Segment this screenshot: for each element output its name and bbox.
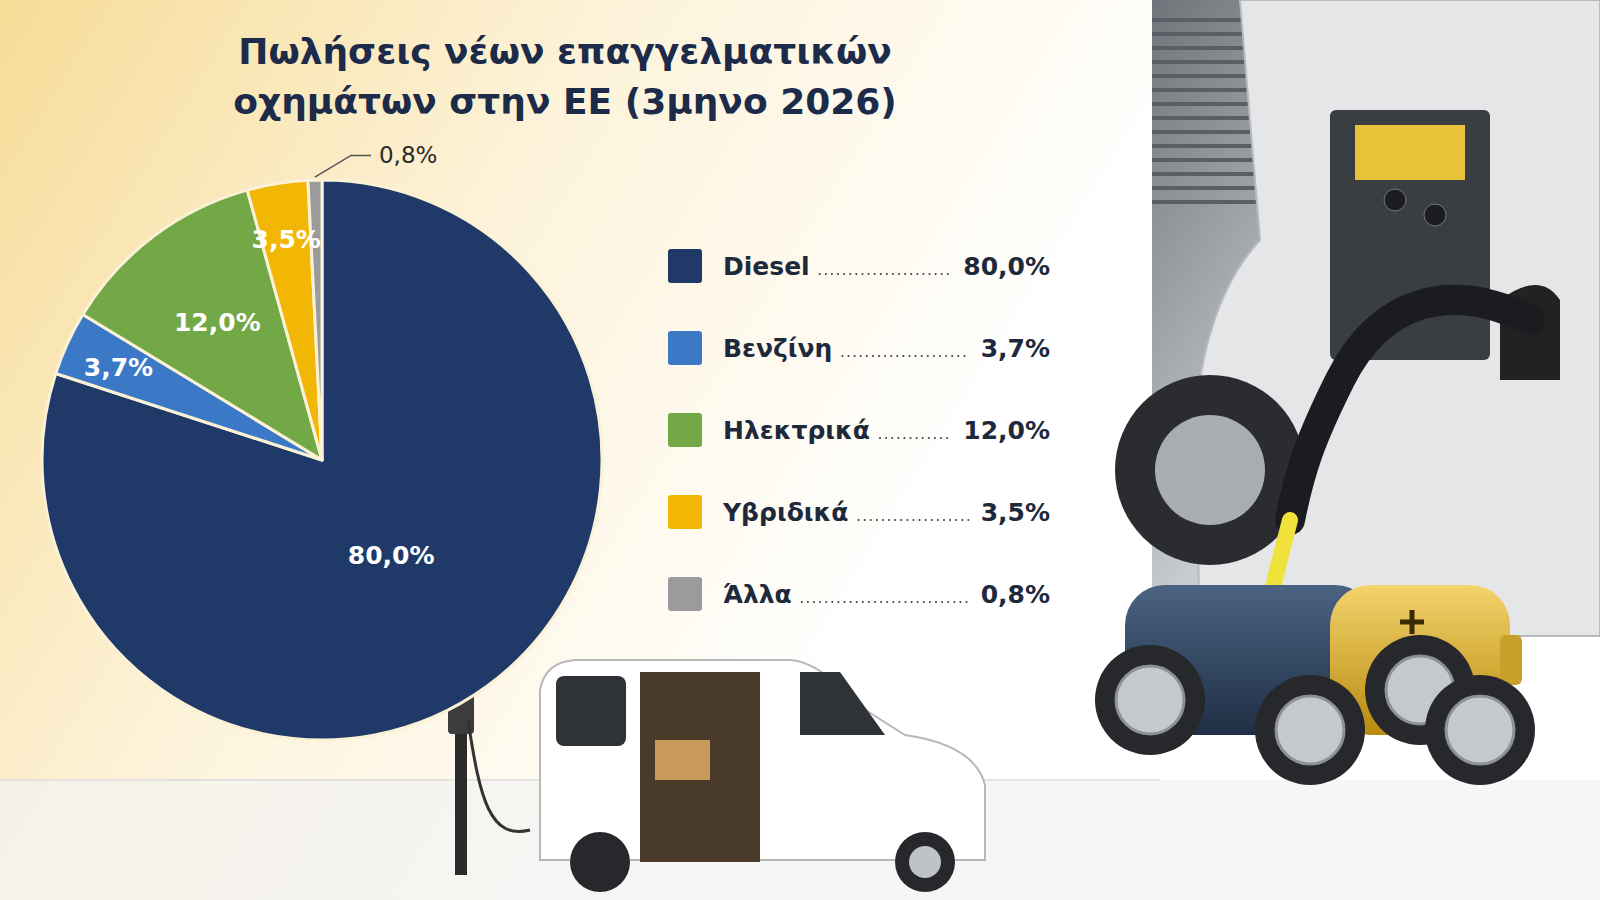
title-line: Πωλήσεις νέων επαγγελματικών [238,31,891,72]
leader-line [315,155,371,177]
legend-swatch [668,413,702,447]
legend-leader [842,355,968,357]
legend-value: 0,8% [981,580,1050,609]
rear-window [556,676,626,746]
pie-slice [308,180,322,460]
legend-label: Ηλεκτρικά [723,416,870,445]
data-label: 12,0% [174,308,261,337]
wheel [1425,675,1535,785]
legend-value: 80,0% [963,252,1050,281]
legend-swatch [668,495,702,529]
background [0,0,1600,900]
wheel [1115,375,1305,565]
charger-cable [468,720,530,832]
pie [42,180,602,740]
charge-cable [1290,300,1530,520]
data-labels: 80,0% 3,7% 12,0% 3,5% 0,8% [84,142,438,570]
legend-leader [820,273,952,275]
legend-swatch [668,249,702,283]
legend-label: Diesel [723,252,810,281]
legend-leader [802,601,969,603]
battery-car [1095,585,1535,785]
plus-sign [1400,610,1424,634]
data-label: 0,8% [379,142,437,168]
side-window [800,672,885,735]
wheel [1255,675,1365,785]
button [1384,189,1406,211]
wheel [895,832,955,892]
legend: Diesel 80,0% Βενζίνη 3,7% Ηλεκτρικά 12,0% Υβρι… [668,249,1050,611]
rim [909,846,941,878]
delivery-van [448,660,985,892]
van-body [540,660,985,860]
legend-leader [880,437,951,439]
photo-panel [1115,0,1600,640]
rim [1446,696,1514,764]
legend-value: 12,0% [963,416,1050,445]
open-door [640,672,760,862]
chart-title: Πωλήσεις νέων επαγγελματικών οχημάτων στη… [233,31,897,122]
legend-leader [859,519,969,521]
data-label: 3,5% [252,225,321,254]
rim [1116,666,1184,734]
wheel [570,832,630,892]
legend-value: 3,7% [981,334,1050,363]
warning-label [1355,125,1465,180]
data-label: 3,7% [84,353,153,382]
wheel [1095,645,1205,755]
rim [1155,415,1265,525]
battery-terminal [1500,635,1522,685]
button [1424,204,1446,226]
legend-label: Βενζίνη [723,334,832,363]
legend-label: Υβριδικά [722,498,849,527]
legend-swatch [668,577,702,611]
legend-swatch [668,331,702,365]
data-label: 80,0% [348,541,435,570]
title-line: οχημάτων στην ΕΕ (3μηνο 2026) [233,81,897,122]
box [655,740,710,780]
legend-label: Άλλα [723,580,792,609]
legend-value: 3,5% [981,498,1050,527]
rim [1276,696,1344,764]
pie-slice [42,180,602,740]
chart-canvas: Πωλήσεις νέων επαγγελματικών οχημάτων στη… [0,0,1600,900]
